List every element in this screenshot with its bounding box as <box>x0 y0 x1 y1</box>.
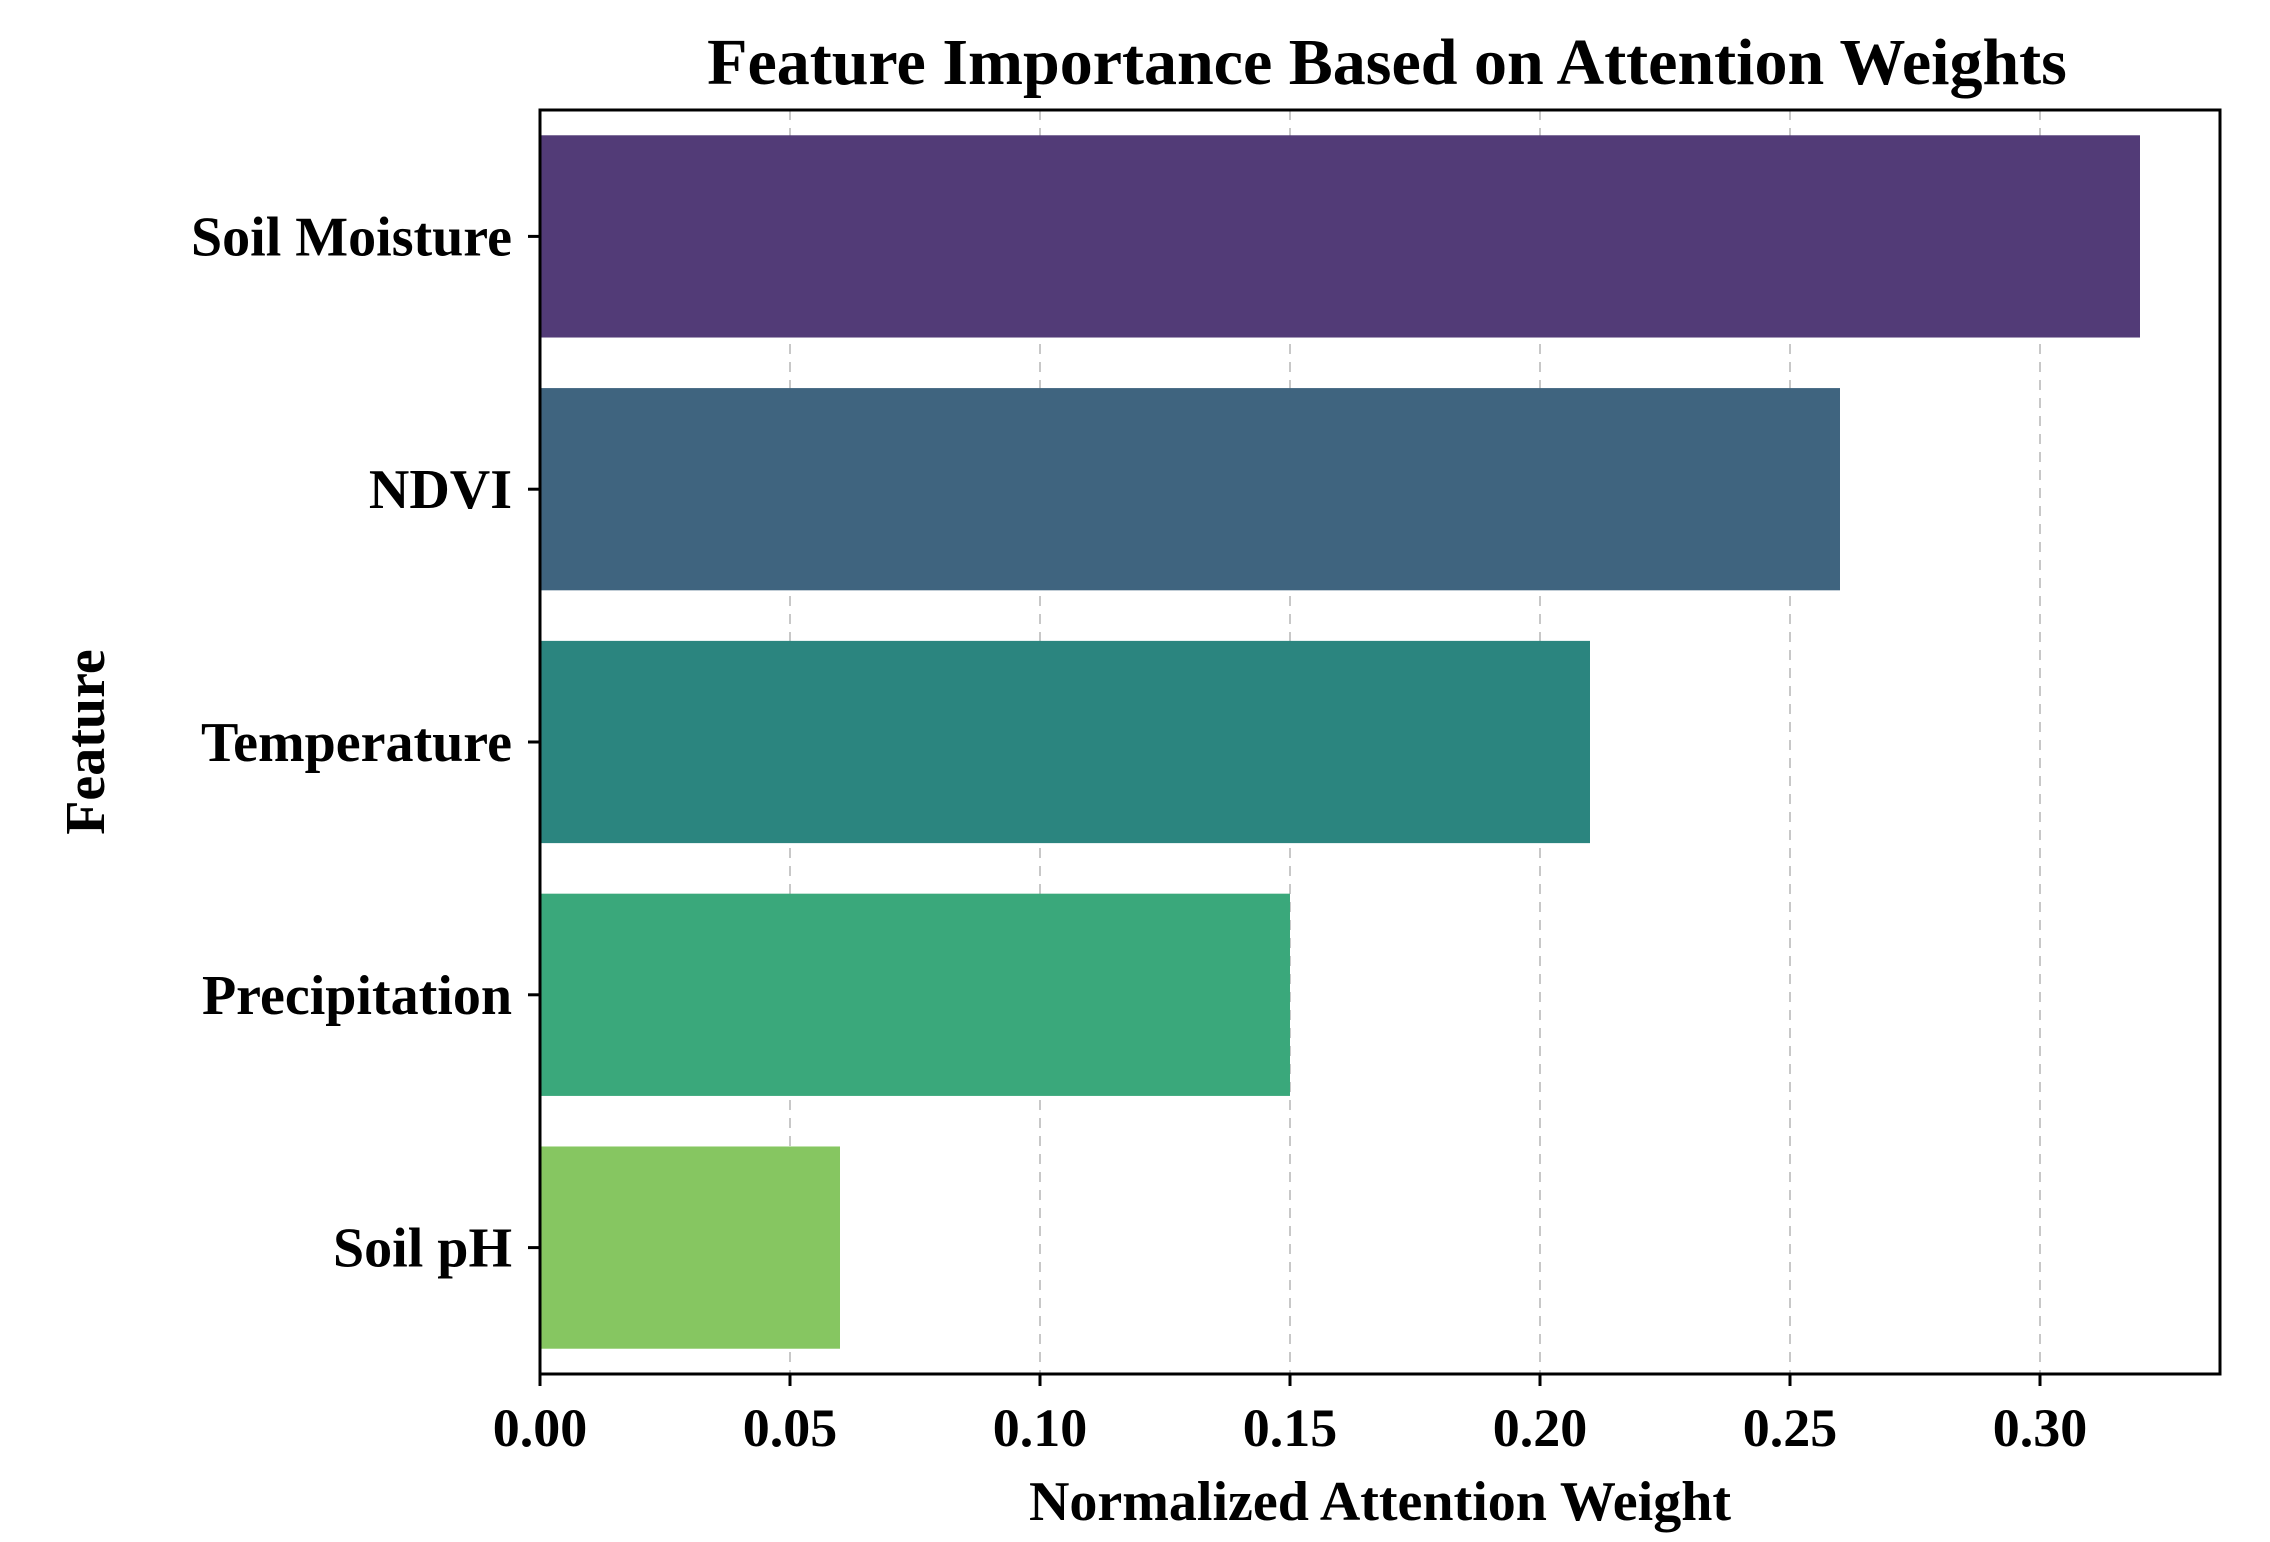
chart-title: Feature Importance Based on Attention We… <box>707 26 2067 99</box>
y-tick-label: NDVI <box>369 459 512 521</box>
y-tick-label: Soil pH <box>333 1218 512 1280</box>
x-tick-label: 0.25 <box>1743 1398 1838 1458</box>
x-tick-label: 0.05 <box>743 1398 838 1458</box>
x-tick-label: 0.15 <box>1243 1398 1338 1458</box>
bar-precipitation <box>540 893 1290 1096</box>
bar-soil-moisture <box>540 135 2140 338</box>
x-axis-ticks: 0.00 0.05 0.10 0.15 0.20 0.25 0.30 <box>493 1374 2088 1458</box>
y-tick-label: Temperature <box>201 712 512 774</box>
y-axis-ticks: Soil Moisture NDVI Temperature Precipitatio… <box>191 206 540 1280</box>
x-tick-label: 0.00 <box>493 1398 588 1458</box>
x-tick-label: 0.10 <box>993 1398 1088 1458</box>
bar-soil-ph <box>540 1146 840 1349</box>
bar-temperature <box>540 640 1590 844</box>
x-tick-label: 0.30 <box>1993 1398 2088 1458</box>
bar-ndvi <box>540 388 1840 591</box>
x-axis-label: Normalized Attention Weight <box>1029 1471 1731 1533</box>
bars <box>540 135 2140 1349</box>
y-axis-label: Feature <box>55 649 117 835</box>
x-tick-label: 0.20 <box>1493 1398 1588 1458</box>
y-tick-label: Precipitation <box>202 965 512 1027</box>
y-tick-label: Soil Moisture <box>191 206 512 268</box>
